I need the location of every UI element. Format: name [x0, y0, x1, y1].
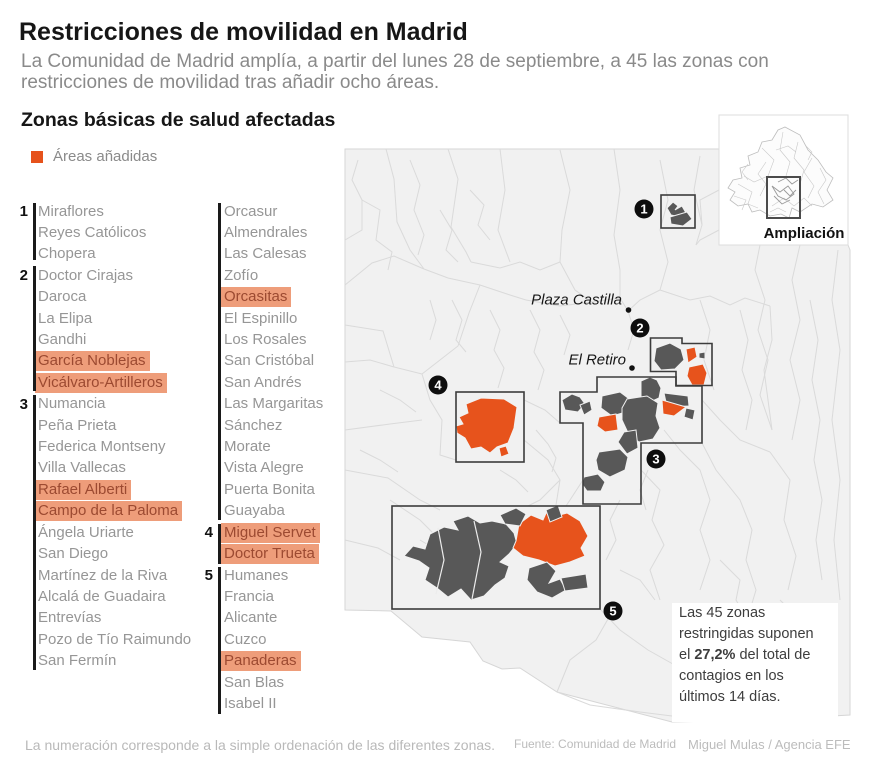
svg-text:1: 1: [640, 202, 647, 217]
svg-text:Ampliación: Ampliación: [764, 225, 845, 242]
svg-text:3: 3: [652, 452, 659, 467]
svg-text:4: 4: [434, 378, 442, 393]
svg-text:El Retiro: El Retiro: [568, 352, 626, 369]
svg-text:Plaza Castilla: Plaza Castilla: [531, 292, 622, 309]
svg-text:2: 2: [636, 321, 643, 336]
svg-text:5: 5: [609, 604, 616, 619]
